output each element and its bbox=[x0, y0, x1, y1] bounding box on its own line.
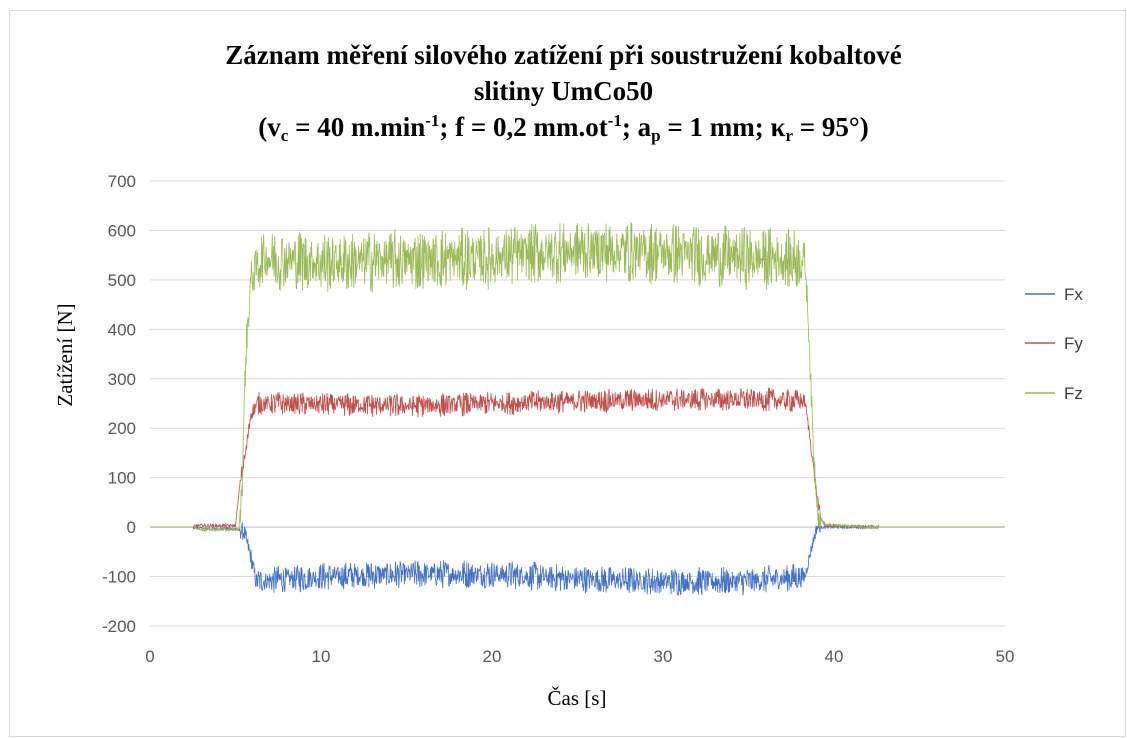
x-tick-labels: 0 10 20 30 40 50 bbox=[145, 647, 1014, 666]
series-line-fz bbox=[150, 221, 1005, 533]
y-tick-label: 500 bbox=[108, 271, 136, 290]
legend-label-fy: Fy bbox=[1064, 334, 1083, 353]
y-tick-labels: 700 600 500 400 300 200 100 0 -100 -200 bbox=[102, 172, 136, 636]
series-layer bbox=[150, 221, 1005, 596]
x-tick-label: 20 bbox=[483, 647, 502, 666]
y-tick-label: 200 bbox=[108, 419, 136, 438]
x-tick-label: 30 bbox=[654, 647, 673, 666]
series-line-fy bbox=[150, 387, 1005, 530]
chart-title-line-2: slitiny UmCo50 bbox=[473, 76, 654, 106]
x-tick-label: 40 bbox=[825, 647, 844, 666]
legend-label-fx: Fx bbox=[1064, 285, 1083, 304]
x-axis-title: Čas [s] bbox=[548, 686, 607, 710]
chart-title-line-1: Záznam měření silového zatížení při sous… bbox=[225, 40, 902, 70]
y-tick-label: 300 bbox=[108, 370, 136, 389]
y-tick-label: 400 bbox=[108, 320, 136, 339]
y-tick-label: -100 bbox=[102, 568, 136, 587]
y-tick-label: 600 bbox=[108, 221, 136, 240]
legend: Fx Fy Fz bbox=[1025, 285, 1083, 403]
y-tick-label: 100 bbox=[108, 469, 136, 488]
legend-label-fz: Fz bbox=[1064, 384, 1083, 403]
series-line-fx bbox=[150, 521, 1005, 596]
x-tick-label: 10 bbox=[312, 647, 331, 666]
y-tick-label: 0 bbox=[127, 518, 136, 537]
chart-subtitle: (vc = 40 m.min-1; f = 0,2 mm.ot-1; ap = … bbox=[258, 111, 869, 145]
chart-frame bbox=[9, 10, 1126, 737]
y-tick-label: 700 bbox=[108, 172, 136, 191]
y-tick-label: -200 bbox=[102, 617, 136, 636]
y-axis-title: Zatížení [N] bbox=[53, 303, 77, 406]
x-tick-label: 0 bbox=[145, 647, 154, 666]
x-tick-label: 50 bbox=[996, 647, 1015, 666]
